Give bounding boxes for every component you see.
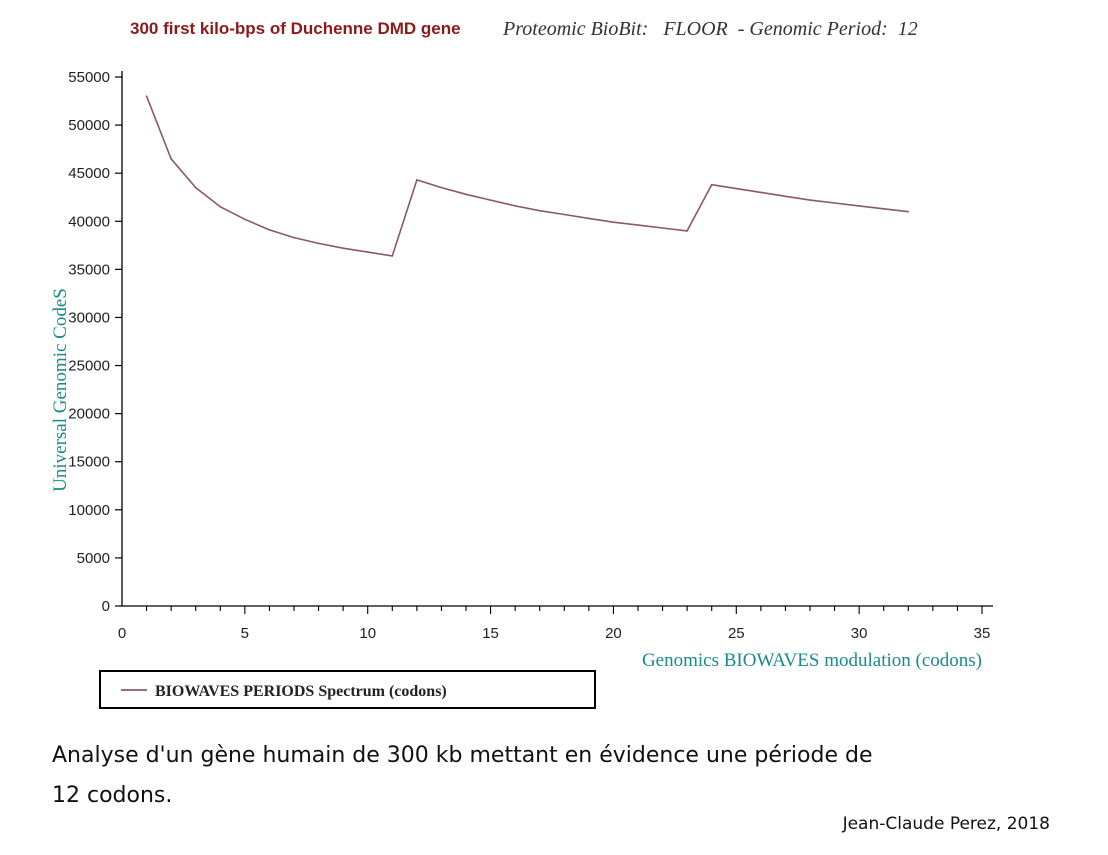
caption-line-1: Analyse d'un gène humain de 300 kb metta… (52, 743, 873, 768)
data-point (440, 186, 443, 189)
x-tick-label: 15 (482, 625, 499, 642)
y-tick-label: 0 (102, 598, 110, 615)
data-point (538, 209, 541, 212)
chart-svg: 300 first kilo-bps of Duchenne DMD gene P… (50, 18, 993, 709)
x-tick-label: 20 (605, 625, 622, 642)
data-point (858, 205, 860, 207)
legend-box (99, 670, 596, 709)
data-point (194, 186, 197, 189)
x-tick-label: 30 (851, 625, 868, 642)
data-point (170, 157, 172, 160)
y-tick-label: 5000 (77, 550, 110, 567)
data-point (145, 95, 148, 98)
data-point (809, 199, 811, 201)
data-point (833, 202, 836, 204)
data-point (710, 183, 713, 186)
data-point (293, 236, 295, 239)
data-point (219, 206, 222, 208)
y-axis-label: Universal Genomic CodeS (50, 288, 71, 492)
data-point (416, 179, 418, 181)
caption-line-2: 12 codons. (52, 783, 173, 808)
y-tick-label: 50000 (68, 117, 110, 134)
series-line-1 (145, 95, 909, 257)
y-tick-label: 25000 (68, 358, 110, 375)
data-point (784, 195, 787, 198)
y-tick-label: 40000 (68, 213, 110, 230)
x-tick-label: 10 (359, 625, 376, 642)
caption: Analyse d'un gène humain de 300 kb metta… (52, 736, 1012, 816)
y-tick-label: 45000 (68, 165, 110, 182)
data-point (612, 221, 615, 224)
x-tick-label: 35 (974, 625, 991, 642)
data-point (686, 230, 688, 232)
y-tick-label: 30000 (68, 309, 110, 326)
data-point (760, 191, 762, 194)
data-point (317, 242, 320, 245)
data-point (268, 229, 271, 231)
y-tick-label: 10000 (68, 502, 110, 519)
data-point (489, 199, 492, 201)
x-tick-label: 0 (118, 625, 126, 642)
x-axis-label: Genomics BIOWAVES modulation (codons) (642, 650, 982, 671)
data-point (735, 187, 738, 190)
x-tick-label: 25 (728, 625, 745, 642)
data-point (637, 224, 639, 226)
data-point (661, 227, 664, 229)
y-tick-label: 35000 (68, 261, 110, 278)
data-point (514, 205, 516, 207)
y-tick-label: 55000 (68, 69, 110, 86)
data-point (563, 213, 566, 216)
legend-label: BIOWAVES PERIODS Spectrum (codons) (155, 683, 447, 700)
data-point (465, 193, 467, 196)
data-point (882, 207, 885, 210)
data-point (907, 210, 910, 213)
y-tick-label: 15000 (68, 454, 110, 471)
data-point (391, 255, 394, 257)
data-point (366, 251, 369, 253)
data-point (342, 247, 344, 250)
data-point (244, 218, 246, 221)
data-point (588, 217, 590, 220)
x-tick-label: 5 (241, 625, 249, 642)
chart-subtitle: Proteomic BioBit: FLOOR - Genomic Period… (502, 18, 918, 40)
y-tick-label: 20000 (68, 406, 110, 423)
chart-title: 300 first kilo-bps of Duchenne DMD gene (130, 19, 461, 38)
chart: 300 first kilo-bps of Duchenne DMD gene P… (50, 18, 993, 709)
credit: Jean-Claude Perez, 2018 (842, 814, 1050, 834)
